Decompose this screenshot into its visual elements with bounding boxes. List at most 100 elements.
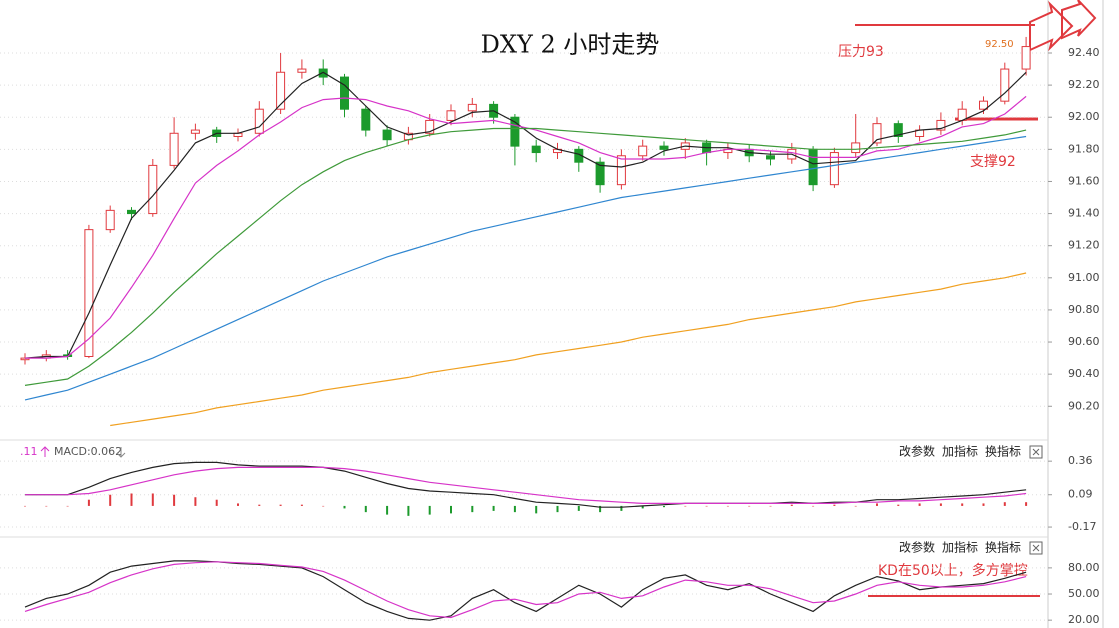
candle-body <box>105 209 115 231</box>
histogram-bar <box>876 503 878 506</box>
histogram-bar <box>386 505 389 515</box>
candle-body <box>808 148 818 186</box>
line <box>24 560 1027 621</box>
y-tick-label: 91.20 <box>1068 239 1100 252</box>
histogram-bar <box>343 505 346 509</box>
histogram-bar <box>620 505 623 511</box>
support-label: 支撑92 <box>970 154 1016 170</box>
candle-body <box>254 108 264 134</box>
y-tick-label: 50.00 <box>1068 587 1100 600</box>
candle-body <box>169 132 179 166</box>
macd-prefix: .11 <box>20 445 38 458</box>
histogram-bar <box>982 503 985 506</box>
y-tick-label: 91.80 <box>1068 142 1100 155</box>
histogram-bar <box>556 505 559 513</box>
histogram-bar <box>854 505 857 507</box>
resistance-label: 压力93 <box>838 44 884 60</box>
histogram-bar <box>726 505 729 507</box>
toolbar: 改参数 加指标 换指标 改参数 加指标 换指标 <box>899 444 1043 555</box>
high-label: 92.50 <box>985 39 1014 50</box>
histogram-bar <box>577 505 580 511</box>
candle-body <box>425 119 435 134</box>
button[interactable]: 加指标 <box>942 444 978 459</box>
histogram-bar <box>45 505 48 507</box>
y-tick-label: 91.60 <box>1068 174 1100 187</box>
button[interactable]: 换指标 <box>985 540 1021 555</box>
histogram-bar <box>194 497 197 506</box>
close-icon <box>1032 448 1040 456</box>
histogram-bar <box>492 505 495 511</box>
y-tick-label: 80.00 <box>1068 561 1100 574</box>
kd-note: KD在50以上，多方掌控 <box>878 562 1028 579</box>
candle-body <box>893 123 903 137</box>
y-tick-label: -0.17 <box>1068 520 1096 533</box>
histogram-bar <box>684 505 687 507</box>
histogram-bar <box>471 505 474 513</box>
histogram-bar <box>641 505 644 509</box>
y-tick-label: 91.00 <box>1068 271 1100 284</box>
candle-body <box>872 123 882 144</box>
candle-body <box>1021 46 1031 70</box>
close-icon <box>1032 544 1040 552</box>
line <box>25 466 1027 504</box>
histogram-bar <box>599 505 602 513</box>
line <box>24 561 1027 619</box>
line <box>25 461 1027 508</box>
histogram-bar <box>87 499 90 506</box>
y-tick-label: 92.00 <box>1068 110 1100 123</box>
candle-body <box>936 119 946 131</box>
y-tick-label: 90.40 <box>1068 367 1100 380</box>
histogram-bar <box>66 505 69 507</box>
button[interactable]: 改参数 <box>899 540 935 555</box>
candle-body <box>340 76 349 110</box>
button[interactable]: 换指标 <box>985 444 1021 459</box>
arrow-icon <box>1029 0 1074 52</box>
line <box>24 135 1027 401</box>
histogram-bar <box>407 505 410 516</box>
histogram-bar <box>450 505 452 514</box>
histogram-bar <box>300 504 303 506</box>
histogram-bar <box>130 493 133 506</box>
y-tick-label: 92.40 <box>1068 46 1100 59</box>
y-tick-label: 91.40 <box>1068 207 1100 220</box>
candle-body <box>148 164 158 215</box>
histogram-bar <box>151 493 154 506</box>
chart-title: DXY 2 小时走势 <box>481 31 660 59</box>
candle-body <box>297 68 307 73</box>
y-tick-label: 90.60 <box>1068 335 1100 348</box>
button[interactable]: 改参数 <box>899 444 935 459</box>
line <box>110 272 1027 427</box>
histogram-bar <box>535 505 538 514</box>
candle-body <box>276 71 286 110</box>
candle-body <box>318 68 328 78</box>
candle-body <box>659 145 669 150</box>
line <box>25 95 1027 359</box>
histogram-bar <box>215 499 218 506</box>
histogram-bar <box>258 504 261 506</box>
candle-body <box>531 145 541 154</box>
y-tick-label: 0.36 <box>1068 454 1093 467</box>
up-arrow-icon <box>40 446 50 457</box>
histogram-bar <box>812 505 815 507</box>
y-tick-label: 90.80 <box>1068 303 1100 316</box>
histogram-bar <box>705 505 708 507</box>
candle-body <box>766 155 775 160</box>
histogram-bar <box>1025 502 1028 506</box>
y-tick-label: 90.20 <box>1068 399 1100 412</box>
histogram-bar <box>918 503 921 506</box>
y-tick-label: 20.00 <box>1068 613 1100 626</box>
candle-body <box>467 103 477 112</box>
histogram-bar <box>24 505 26 507</box>
arrow-icon <box>1061 0 1097 40</box>
histogram-bar <box>939 503 942 506</box>
histogram-bar <box>237 503 239 506</box>
candle-body <box>446 110 456 121</box>
candle-body <box>616 155 626 186</box>
y-tick-label: 92.20 <box>1068 78 1100 91</box>
histogram-bar <box>748 505 751 507</box>
macd-label: MACD:0.062 <box>54 445 122 458</box>
button[interactable]: 加指标 <box>942 540 978 555</box>
candle-body <box>638 145 648 157</box>
line <box>24 71 1027 359</box>
histogram-bar <box>961 503 964 506</box>
